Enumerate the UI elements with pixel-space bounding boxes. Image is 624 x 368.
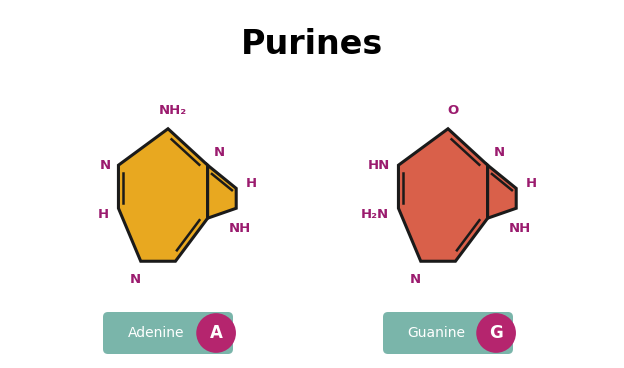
Text: G: G <box>489 324 503 342</box>
Text: Guanine: Guanine <box>407 326 465 340</box>
Text: H: H <box>526 177 537 190</box>
Text: NH: NH <box>509 222 531 235</box>
Text: A: A <box>210 324 223 342</box>
Text: N: N <box>130 273 141 286</box>
Polygon shape <box>399 129 487 261</box>
Text: N: N <box>213 146 225 159</box>
Text: NH: NH <box>229 222 251 235</box>
Text: N: N <box>99 159 110 172</box>
Circle shape <box>476 313 516 353</box>
Polygon shape <box>119 129 208 261</box>
Text: HN: HN <box>368 159 391 172</box>
Text: H: H <box>97 208 109 221</box>
Text: O: O <box>447 104 459 117</box>
Text: NH₂: NH₂ <box>159 104 187 117</box>
Text: H₂N: H₂N <box>360 208 388 221</box>
Text: N: N <box>410 273 421 286</box>
Circle shape <box>197 313 236 353</box>
Text: H: H <box>246 177 257 190</box>
FancyBboxPatch shape <box>383 312 513 354</box>
Polygon shape <box>487 165 516 218</box>
Text: Purines: Purines <box>241 28 383 61</box>
Text: Adenine: Adenine <box>128 326 184 340</box>
FancyBboxPatch shape <box>103 312 233 354</box>
Polygon shape <box>208 165 236 218</box>
Text: N: N <box>494 146 505 159</box>
